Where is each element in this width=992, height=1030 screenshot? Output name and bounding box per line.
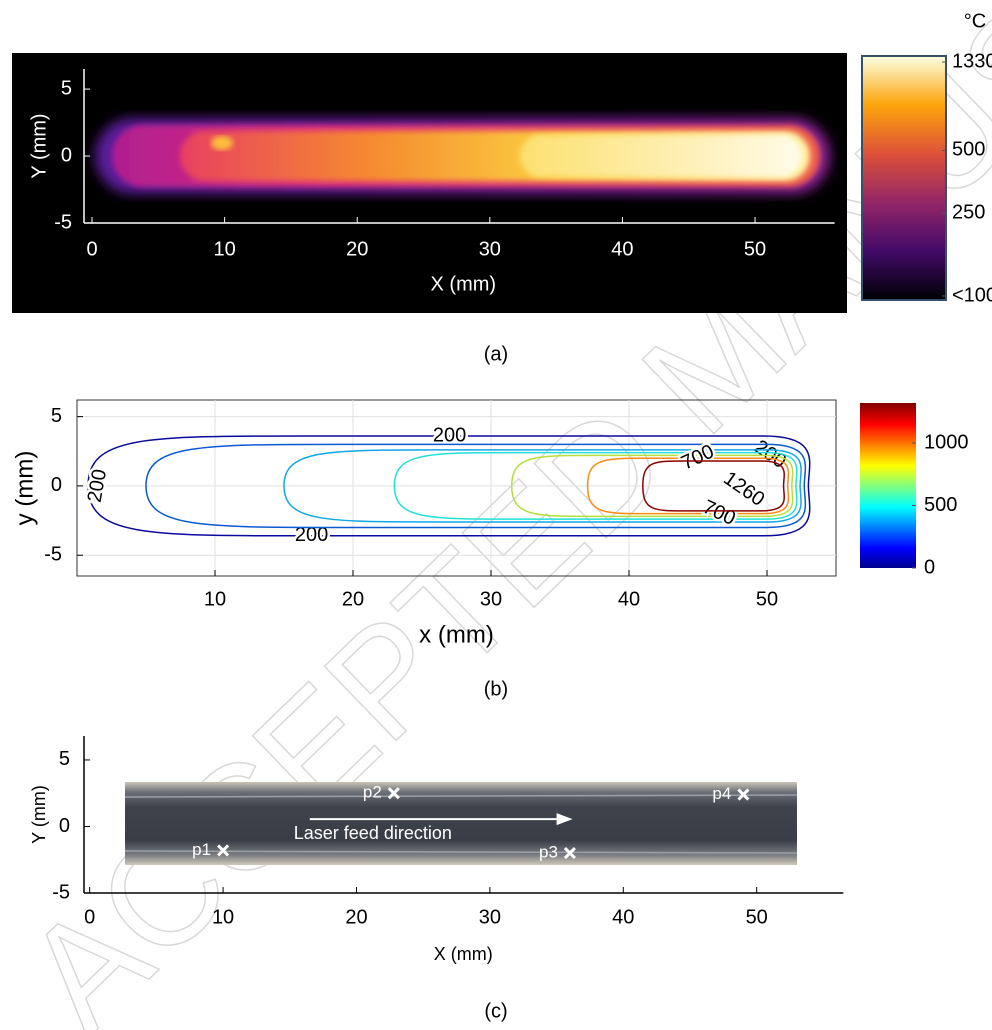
panel-caption: (b) bbox=[484, 678, 508, 700]
x-axis-title: X (mm) bbox=[431, 273, 497, 295]
y-tick-label: 0 bbox=[61, 144, 72, 166]
x-axis-title: x (mm) bbox=[419, 621, 494, 648]
contour-label: 200 bbox=[295, 524, 328, 546]
x-tick-label: 20 bbox=[346, 238, 368, 260]
y-axis-title: Y (mm) bbox=[29, 785, 49, 844]
x-tick-label: 40 bbox=[612, 906, 634, 928]
x-tick-label: 50 bbox=[744, 238, 766, 260]
y-tick-label: 0 bbox=[59, 815, 70, 837]
x-tick-label: 30 bbox=[479, 238, 501, 260]
x-tick-label: 20 bbox=[342, 588, 364, 610]
track-edge bbox=[124, 794, 798, 798]
x-tick-label: 40 bbox=[611, 238, 633, 260]
panel-caption: (c) bbox=[484, 1000, 507, 1022]
y-tick-label: 5 bbox=[51, 405, 62, 427]
annotation: Laser feed direction bbox=[294, 823, 452, 843]
y-tick-label: 5 bbox=[61, 77, 72, 99]
point-marker bbox=[217, 844, 230, 857]
x-axis-title: X (mm) bbox=[434, 944, 493, 964]
colorbar-unit: °C bbox=[964, 10, 986, 32]
y-tick-label: -5 bbox=[44, 543, 62, 565]
colorbar-tick-label: <100 bbox=[952, 284, 992, 306]
x-tick-label: 0 bbox=[86, 238, 97, 260]
y-axis-title: Y (mm) bbox=[28, 113, 50, 178]
plot-frame bbox=[76, 399, 837, 577]
x-tick-label: 0 bbox=[84, 906, 95, 928]
x-tick-label: 50 bbox=[746, 906, 768, 928]
y-tick-label: -5 bbox=[54, 211, 72, 233]
x-tick-label: 50 bbox=[756, 588, 778, 610]
point-label: p2 bbox=[363, 783, 382, 802]
colorbar-tick-label: 0 bbox=[924, 556, 935, 578]
track-edge bbox=[124, 850, 798, 854]
y-axis-title: y (mm) bbox=[11, 451, 38, 526]
melt-pool bbox=[95, 118, 830, 194]
point-label: p4 bbox=[712, 784, 731, 803]
x-tick-label: 10 bbox=[212, 906, 234, 928]
colorbar-tick-label: 250 bbox=[952, 201, 985, 223]
point-label: p1 bbox=[192, 840, 211, 859]
contour-line bbox=[283, 449, 802, 523]
contour-line bbox=[510, 454, 794, 518]
colorbar bbox=[860, 403, 916, 568]
colorbar-tick-label: 500 bbox=[924, 494, 957, 516]
point-label: p3 bbox=[539, 843, 558, 862]
feed-arrow-head bbox=[556, 813, 573, 826]
point-marker bbox=[563, 847, 576, 860]
contour-line bbox=[586, 457, 790, 515]
point-marker bbox=[387, 787, 400, 800]
x-tick-label: 30 bbox=[480, 588, 502, 610]
contour-line bbox=[87, 435, 811, 537]
contour-line bbox=[393, 451, 798, 520]
y-tick-label: 0 bbox=[51, 474, 62, 496]
contour-label: 200 bbox=[433, 424, 466, 446]
contour-line bbox=[642, 460, 785, 512]
colorbar bbox=[861, 55, 947, 301]
x-tick-label: 40 bbox=[618, 588, 640, 610]
y-tick-label: -5 bbox=[52, 881, 70, 903]
contour-label: 700 bbox=[699, 496, 739, 530]
y-tick-label: 5 bbox=[59, 748, 70, 770]
point-marker bbox=[737, 788, 750, 801]
x-tick-label: 20 bbox=[345, 906, 367, 928]
colorbar-tick-label: 1330 bbox=[952, 50, 992, 72]
contour-label: 200 bbox=[84, 467, 111, 504]
contour-line bbox=[145, 443, 807, 529]
colorbar-tick-label: 1000 bbox=[924, 431, 969, 453]
x-tick-label: 10 bbox=[204, 588, 226, 610]
x-tick-label: 30 bbox=[479, 906, 501, 928]
panel-caption: (a) bbox=[484, 343, 508, 365]
colorbar-tick-label: 500 bbox=[952, 139, 985, 161]
x-tick-label: 10 bbox=[213, 238, 235, 260]
